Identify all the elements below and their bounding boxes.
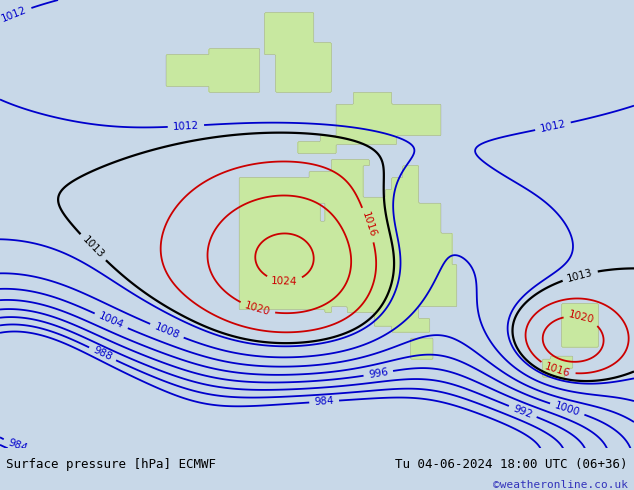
Text: 1004: 1004 [97, 311, 126, 331]
Text: 1016: 1016 [359, 211, 377, 239]
Text: 1013: 1013 [81, 235, 106, 260]
Text: 984: 984 [6, 437, 29, 453]
Text: 1024: 1024 [271, 276, 298, 287]
Text: 1020: 1020 [243, 300, 271, 318]
Text: ©weatheronline.co.uk: ©weatheronline.co.uk [493, 480, 628, 490]
Text: 992: 992 [512, 403, 534, 420]
Text: Tu 04-06-2024 18:00 UTC (06+36): Tu 04-06-2024 18:00 UTC (06+36) [395, 458, 628, 471]
Text: 1000: 1000 [553, 400, 581, 418]
Text: 1012: 1012 [172, 121, 199, 132]
Text: 1013: 1013 [566, 267, 594, 284]
Text: 1012: 1012 [539, 119, 567, 134]
Text: 984: 984 [314, 396, 334, 407]
Text: 1020: 1020 [567, 310, 595, 325]
Text: 988: 988 [91, 345, 113, 363]
Text: 1008: 1008 [153, 321, 181, 341]
Text: Surface pressure [hPa] ECMWF: Surface pressure [hPa] ECMWF [6, 458, 216, 471]
Text: 1016: 1016 [543, 361, 572, 379]
Text: 1012: 1012 [0, 5, 29, 24]
Text: 996: 996 [368, 367, 389, 380]
